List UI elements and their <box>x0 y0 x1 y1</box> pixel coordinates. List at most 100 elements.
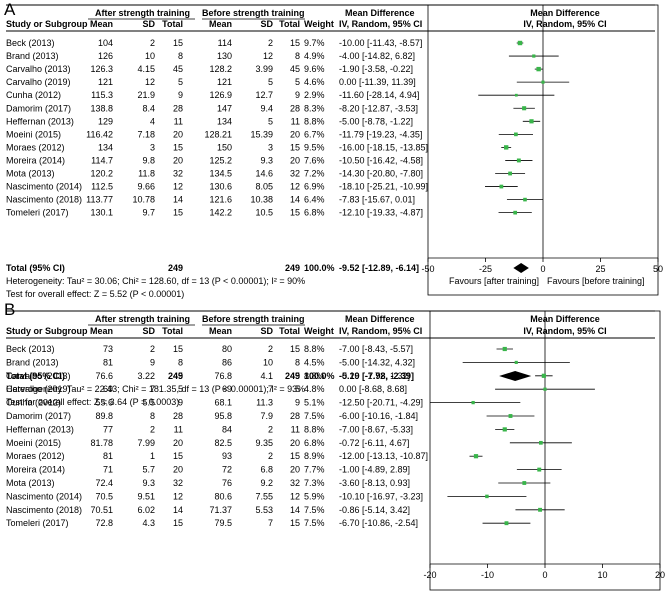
row-ci: -11.79 [-19.23, -4.35] <box>339 129 422 139</box>
row-weight: 6.8% <box>304 438 325 448</box>
row-sd1: 4 <box>150 116 155 126</box>
row-sd1: 5.5 <box>142 398 155 408</box>
row-sd1: 4.3 <box>142 518 155 528</box>
row-sd2: 9.3 <box>260 155 273 165</box>
row-mean2: 134 <box>217 116 232 126</box>
row-total1: 20 <box>173 465 183 475</box>
row-mean1: 134 <box>98 142 113 152</box>
row-weight: 8.8% <box>304 424 325 434</box>
group1-header: After strength training <box>95 314 190 324</box>
row-mean2: 134.5 <box>209 169 232 179</box>
row-sd2: 3 <box>268 142 273 152</box>
row-weight: 7.6% <box>304 155 325 165</box>
row-ci: -12.10 [-19.33, -4.87] <box>339 208 423 218</box>
row-mean1: 55.6 <box>95 398 113 408</box>
row-sd2: 5.53 <box>255 505 273 515</box>
point-estimate <box>508 171 513 176</box>
row-study: Beck (2013) <box>6 344 55 354</box>
row-total1: 8 <box>178 357 183 367</box>
row-mean1: 115.3 <box>91 90 113 100</box>
row-total1: 9 <box>178 398 183 408</box>
row-mean1: 116.42 <box>86 129 113 139</box>
x-tick-label: -10 <box>481 570 494 580</box>
row-mean2: 121.6 <box>209 195 232 205</box>
col-mean1-header: Mean <box>90 19 113 29</box>
col-ci-header: IV, Random, 95% CI <box>339 19 422 29</box>
row-weight: 7.5% <box>304 518 325 528</box>
row-total2: 20 <box>290 465 300 475</box>
row-weight: 8.8% <box>304 344 325 354</box>
row-study: Nascimento (2018) <box>6 505 82 515</box>
total-weight: 100.0% <box>304 263 335 273</box>
row-mean1: 69 <box>103 384 113 394</box>
row-weight: 6.9% <box>304 182 325 192</box>
col-total2-header: Total <box>279 19 300 29</box>
row-ci: -1.00 [-4.89, 2.89] <box>339 465 410 475</box>
row-sd2: 4.1 <box>260 371 273 381</box>
row-total2: 15 <box>290 208 300 218</box>
row-mean1: 81.78 <box>90 438 113 448</box>
row-mean1: 81 <box>103 451 113 461</box>
row-study: Brand (2013) <box>6 51 59 61</box>
col-weight-header: Weight <box>304 326 334 336</box>
point-estimate <box>539 440 543 445</box>
row-sd2: 6.8 <box>260 465 273 475</box>
row-mean2: 71.37 <box>209 505 232 515</box>
row-mean2: 76.8 <box>214 371 232 381</box>
row-mean1: 120.2 <box>90 169 113 179</box>
point-estimate <box>502 427 507 432</box>
row-ci: -5.00 [-14.32, 4.32] <box>339 357 415 367</box>
row-study: Nascimento (2014) <box>6 491 82 501</box>
row-total1: 14 <box>173 505 183 515</box>
row-total2: 5 <box>295 384 300 394</box>
col-sd2-header: SD <box>260 326 273 336</box>
col-study-header: Study or Subgroup <box>6 326 88 336</box>
row-study: Cunha (2012) <box>6 398 61 408</box>
favours-right: Favours [before training] <box>547 276 645 286</box>
row-weight: 4.5% <box>304 357 325 367</box>
row-sd1: 8.4 <box>142 103 155 113</box>
total-ci: -5.19 [-7.98, -2.39] <box>339 371 414 381</box>
row-total2: 20 <box>290 155 300 165</box>
point-estimate <box>522 106 527 111</box>
row-sd2: 2 <box>268 344 273 354</box>
col-weight-header: Weight <box>304 19 334 29</box>
row-sd2: 9.35 <box>255 438 273 448</box>
row-sd2: 12.7 <box>255 90 273 100</box>
overall-effect-text: Test for overall effect: Z = 5.52 (P < 0… <box>6 289 184 299</box>
row-sd2: 5 <box>268 77 273 87</box>
row-study: Carvalho (2019) <box>6 77 71 87</box>
point-estimate <box>513 210 518 215</box>
point-estimate <box>543 387 547 391</box>
summary-diamond <box>513 263 529 273</box>
total-label: Total (95% CI) <box>6 371 65 381</box>
row-study: Moraes (2012) <box>6 451 65 461</box>
row-total2: 11 <box>291 424 300 434</box>
row-total2: 9 <box>295 398 300 408</box>
row-mean1: 121 <box>98 77 113 87</box>
row-sd1: 1 <box>150 451 155 461</box>
row-sd2: 7 <box>268 384 273 394</box>
x-tick-label: -50 <box>421 264 434 274</box>
row-study: Moraes (2012) <box>6 142 65 152</box>
row-mean2: 150 <box>217 142 232 152</box>
row-study: Moreira (2014) <box>6 465 65 475</box>
row-ci: -8.20 [-12.87, -3.53] <box>339 103 418 113</box>
row-sd1: 2 <box>150 38 155 48</box>
row-ci: -12.00 [-13.13, -10.87] <box>339 451 428 461</box>
total-n2: 249 <box>285 263 300 273</box>
plot-subheader: IV, Random, 95% CI <box>523 326 606 336</box>
row-ci: 0.00 [-11.39, 11.39] <box>339 77 416 87</box>
total-label: Total (95% CI) <box>6 263 65 273</box>
plot-header: Mean Difference <box>530 8 600 18</box>
row-sd1: 9 <box>150 357 155 367</box>
row-mean1: 114.7 <box>91 155 113 165</box>
row-sd2: 2 <box>268 451 273 461</box>
point-estimate <box>516 158 521 163</box>
row-study: Carvalho (2013) <box>6 371 71 381</box>
row-study: Nascimento (2018) <box>6 195 82 205</box>
row-mean2: 147 <box>217 103 232 113</box>
row-mean2: 76 <box>222 478 232 488</box>
row-ci: -1.90 [-3.58, -0.22] <box>339 64 413 74</box>
row-total1: 20 <box>173 155 183 165</box>
